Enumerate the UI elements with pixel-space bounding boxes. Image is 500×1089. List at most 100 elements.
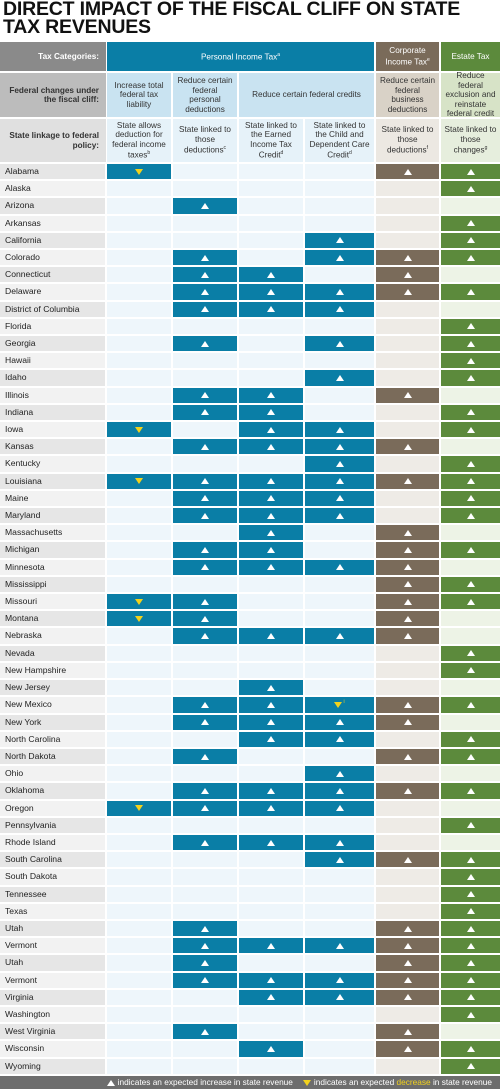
increase-triangle-icon (466, 736, 475, 743)
impact-cell-deduct_fed_tax (107, 938, 171, 954)
impact-cell-deduct_fed_tax (107, 680, 171, 696)
table-row: Connecticut (0, 266, 500, 283)
impact-cell-eitc (239, 594, 303, 610)
impact-cell-eitc (239, 456, 303, 472)
impact-cell-child_care_credit (305, 938, 374, 954)
impact-cell-business_deductions (376, 301, 439, 317)
impact-cell-estate_changes (441, 542, 500, 558)
impact-cell-eitc (239, 542, 303, 558)
increase-triangle-icon (201, 719, 209, 726)
corporate-income-tax-header: Corporate Income Taxe (376, 42, 439, 71)
increase-triangle-icon (267, 633, 275, 640)
increase-triangle-icon (466, 1045, 475, 1052)
state-name: Hawaii (0, 353, 105, 369)
fed-change-5: Reduce federal exclusion and reinstate f… (441, 71, 500, 118)
increase-triangle-icon (267, 839, 275, 846)
increase-triangle-icon (335, 839, 344, 846)
impact-cell-deduct_fed_tax (107, 662, 171, 679)
impact-cell-deduct_fed_tax (107, 972, 171, 988)
impact-cell-child_care_credit (305, 525, 374, 541)
impact-cell-estate_changes (441, 834, 500, 851)
table-row: Louisiana (0, 473, 500, 490)
impact-cell-child_care_credit (305, 422, 374, 438)
impact-cell-eitc (239, 817, 303, 833)
increase-triangle-icon (201, 977, 209, 984)
impact-cell-deduct_fed_tax (107, 439, 171, 455)
impact-cell-eitc (239, 989, 303, 1005)
increase-triangle-icon (267, 701, 275, 708)
impact-cell-estate_changes (441, 645, 500, 661)
increase-triangle-icon (335, 375, 344, 382)
impact-cell-deduct_fed_tax (107, 284, 171, 300)
impact-cell-deduct_fed_tax (107, 215, 171, 231)
impact-cell-deduct_fed_tax (107, 594, 171, 610)
impact-cell-business_deductions (376, 1041, 439, 1057)
impact-cell-deduct_fed_tax (107, 370, 171, 386)
impact-cell-personal_deductions (173, 318, 237, 335)
impact-cell-child_care_credit (305, 439, 374, 455)
impact-cell-child_care_credit (305, 920, 374, 937)
increase-triangle-icon (403, 581, 412, 588)
increase-triangle-icon (466, 185, 475, 192)
impact-cell-estate_changes (441, 869, 500, 885)
impact-cell-personal_deductions (173, 473, 237, 489)
increase-triangle-icon (466, 959, 475, 966)
impact-cell-personal_deductions (173, 508, 237, 524)
table-row: South Dakota (0, 868, 500, 885)
impact-cell-child_care_credit (305, 576, 374, 593)
impact-cell-personal_deductions (173, 955, 237, 971)
tax-categories-label: Tax Categories: (0, 42, 106, 71)
impact-cell-child_care_credit (305, 353, 374, 369)
impact-cell-estate_changes (441, 800, 500, 816)
impact-cell-personal_deductions (173, 1041, 237, 1057)
increase-triangle-icon (335, 564, 344, 571)
impact-cell-eitc (239, 284, 303, 300)
impact-cell-child_care_credit (305, 972, 374, 988)
increase-triangle-icon (466, 856, 475, 863)
legend-up-text: indicates an expected increase in state … (117, 1077, 293, 1087)
increase-triangle-icon (403, 942, 412, 949)
decrease-triangle-icon (334, 701, 343, 708)
impact-cell-child_care_credit (305, 1024, 374, 1040)
linkage-1: State allows deduction for federal incom… (107, 119, 171, 162)
increase-triangle-icon (403, 856, 412, 863)
increase-triangle-icon (466, 495, 475, 502)
impact-cell-estate_changes (441, 1058, 500, 1074)
state-linkage-label: State linkage to federal policy: (0, 119, 106, 162)
impact-cell-estate_changes (441, 731, 500, 747)
increase-triangle-icon (403, 925, 412, 932)
impact-cell-business_deductions (376, 662, 439, 679)
impact-cell-business_deductions (376, 766, 439, 782)
state-name: Washington (0, 1006, 105, 1023)
table-row: Michigan (0, 541, 500, 558)
table-row: Oklahoma (0, 782, 500, 799)
impact-cell-deduct_fed_tax (107, 869, 171, 885)
impact-cell-deduct_fed_tax (107, 903, 171, 919)
impact-cell-child_care_credit (305, 834, 374, 851)
impact-cell-estate_changes (441, 490, 500, 507)
increase-triangle-icon (403, 977, 412, 984)
impact-cell-deduct_fed_tax (107, 267, 171, 283)
legend-down-post: in state revenue (432, 1077, 492, 1087)
impact-cell-deduct_fed_tax (107, 490, 171, 507)
impact-cell-deduct_fed_tax (107, 920, 171, 937)
impact-cell-eitc (239, 920, 303, 937)
impact-cell-personal_deductions (173, 336, 237, 352)
impact-cell-business_deductions (376, 852, 439, 868)
state-name: Maryland (0, 508, 105, 524)
increase-triangle-icon (335, 340, 344, 347)
impact-cell-eitc (239, 1006, 303, 1023)
impact-cell-personal_deductions (173, 525, 237, 541)
personal-income-tax-note: a (277, 51, 281, 58)
impact-cell-eitc (239, 267, 303, 283)
increase-triangle-icon (267, 529, 275, 536)
impact-cell-personal_deductions (173, 370, 237, 386)
impact-cell-business_deductions (376, 215, 439, 231)
state-name: Michigan (0, 542, 105, 558)
state-name: South Dakota (0, 869, 105, 885)
increase-triangle-icon (466, 237, 475, 244)
impact-cell-estate_changes (441, 353, 500, 369)
increase-triangle-icon (201, 512, 209, 519)
impact-cell-business_deductions (376, 576, 439, 593)
impact-cell-business_deductions (376, 594, 439, 610)
